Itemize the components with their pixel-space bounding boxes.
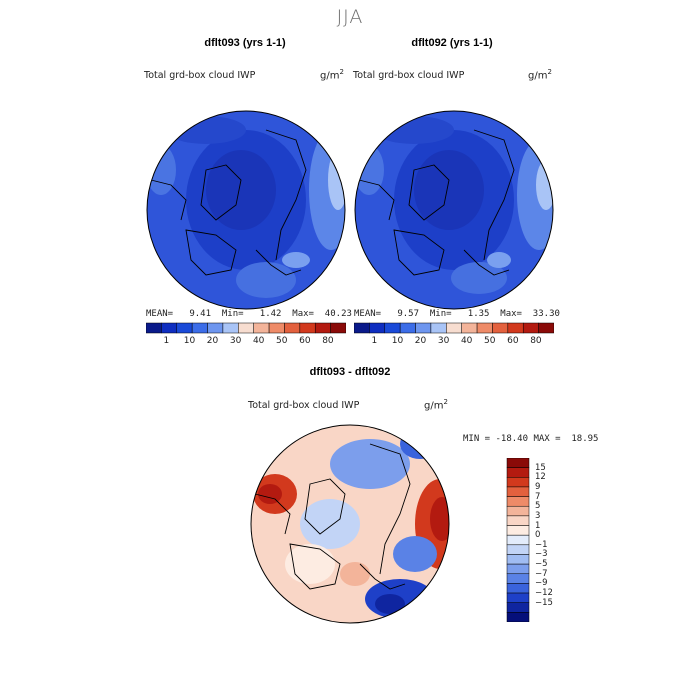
colorbar-tick-label: −3: [535, 549, 548, 560]
page-title: JJA: [336, 6, 364, 28]
colorbar-swatch: [354, 322, 370, 334]
colorbar-swatch: [299, 322, 316, 334]
colorbar-swatch: [506, 477, 530, 488]
colorbar-swatch: [476, 322, 493, 334]
colorbar-swatch: [538, 322, 554, 334]
colorbar-tick-label: 3: [535, 510, 541, 521]
diff-units: g/m2: [424, 398, 448, 412]
colorbar-swatch: [446, 322, 462, 334]
colorbar-tick-label: 60: [507, 336, 519, 346]
colorbar-tick-label: 1: [163, 336, 170, 346]
colorbar-tick-label: 80: [322, 336, 334, 346]
colorbar-tick-label: 80: [530, 336, 542, 346]
colorbar-tick-label: 10: [391, 336, 404, 346]
colorbar-tick-label: 1: [535, 520, 541, 531]
colorbar-tick-label: 10: [183, 336, 196, 346]
diff-field-label: Total grd-box cloud IWP: [248, 400, 360, 411]
colorbar-swatch: [506, 486, 530, 497]
diff-map: [250, 424, 450, 624]
colorbar-tick-label: −1: [535, 539, 548, 550]
diff-colorbar-ticks: 15 12 9 7 5 3 1 0 −1 −3 −5 −7 −9 −12 −15: [535, 458, 575, 622]
diff-colorbar: [506, 458, 530, 622]
colorbar-swatch: [506, 544, 530, 555]
colorbar-swatch: [506, 458, 530, 468]
colorbar-swatch: [506, 496, 530, 507]
colorbar-swatch: [506, 467, 530, 478]
colorbar-swatch: [415, 322, 432, 334]
panel-1-units: g/m2: [320, 68, 344, 82]
diff-stats: MIN = -18.40 MAX = 18.95: [463, 434, 599, 444]
colorbar-swatch: [506, 592, 530, 603]
colorbar-tick-label: 40: [460, 336, 473, 346]
colorbar-tick-label: 5: [535, 501, 541, 512]
colorbar-swatch: [369, 322, 386, 334]
panel-1-title: dflt093 (yrs 1-1): [204, 37, 286, 49]
colorbar-tick-label: −7: [535, 568, 548, 579]
colorbar-swatch: [238, 322, 254, 334]
colorbar-tick-label: 15: [535, 462, 546, 473]
panel-1-map: [146, 110, 346, 310]
panel-2-stats: MEAN= 9.57 Min= 1.35 Max= 33.30: [354, 309, 560, 319]
colorbar-tick-label: −12: [535, 588, 553, 599]
panel-2-map: [354, 110, 554, 310]
colorbar-swatch: [191, 322, 208, 334]
colorbar-swatch: [222, 322, 239, 334]
diff-panel-title: dflt093 - dflt092: [309, 366, 391, 378]
colorbar-tick-label: 12: [535, 472, 546, 483]
colorbar-tick-label: 50: [276, 336, 288, 346]
colorbar-tick-label: 0: [535, 530, 541, 541]
colorbar-swatch: [506, 554, 530, 565]
colorbar-tick-label: −9: [535, 578, 548, 589]
colorbar-swatch: [506, 534, 530, 546]
panel-2-field-label: Total grd-box cloud IWP: [353, 70, 465, 81]
colorbar-swatch: [253, 322, 270, 334]
colorbar-swatch: [492, 322, 509, 334]
colorbar-tick-label: −5: [535, 559, 548, 570]
colorbar-swatch: [268, 322, 285, 334]
panel-1-field-label: Total grd-box cloud IWP: [144, 70, 256, 81]
colorbar-tick-label: 1: [371, 336, 378, 346]
colorbar-swatch: [399, 322, 416, 334]
colorbar-swatch: [330, 322, 346, 334]
colorbar-tick-label: 20: [206, 336, 219, 346]
panel-2-title: dflt092 (yrs 1-1): [411, 37, 493, 49]
colorbar-tick-label: 7: [535, 491, 541, 502]
colorbar-tick-label: 50: [484, 336, 496, 346]
panel-1-colorbar: [146, 322, 346, 334]
colorbar-tick-label: 40: [252, 336, 265, 346]
colorbar-tick-label: 30: [437, 336, 450, 346]
colorbar-tick-label: −15: [535, 597, 553, 608]
colorbar-swatch: [506, 515, 530, 526]
colorbar-swatch: [284, 322, 301, 334]
colorbar-swatch: [314, 322, 331, 334]
panel-2-colorbar-ticks: 1 10 20 30 40 50 60 80: [354, 336, 554, 348]
panel-1-stats: MEAN= 9.41 Min= 1.42 Max= 40.23: [146, 309, 352, 319]
colorbar-tick-label: 30: [229, 336, 242, 346]
colorbar-swatch: [506, 612, 530, 622]
colorbar-swatch: [430, 322, 447, 334]
colorbar-tick-label: 60: [299, 336, 311, 346]
colorbar-swatch: [461, 322, 478, 334]
colorbar-swatch: [506, 525, 530, 536]
colorbar-swatch: [506, 563, 530, 575]
colorbar-swatch: [506, 583, 530, 594]
colorbar-swatch: [384, 322, 401, 334]
colorbar-swatch: [207, 322, 224, 334]
colorbar-swatch: [506, 573, 530, 584]
colorbar-swatch: [507, 322, 524, 334]
colorbar-swatch: [522, 322, 539, 334]
colorbar-swatch: [176, 322, 193, 334]
panel-2-units: g/m2: [528, 68, 552, 82]
colorbar-swatch: [161, 322, 178, 334]
colorbar-tick-label: 9: [535, 481, 541, 492]
colorbar-swatch: [506, 505, 530, 517]
panel-1-colorbar-ticks: 1 10 20 30 40 50 60 80: [146, 336, 346, 348]
panel-2-colorbar: [354, 322, 554, 334]
colorbar-swatch: [146, 322, 162, 334]
colorbar-swatch: [506, 602, 530, 613]
colorbar-tick-label: 20: [414, 336, 427, 346]
